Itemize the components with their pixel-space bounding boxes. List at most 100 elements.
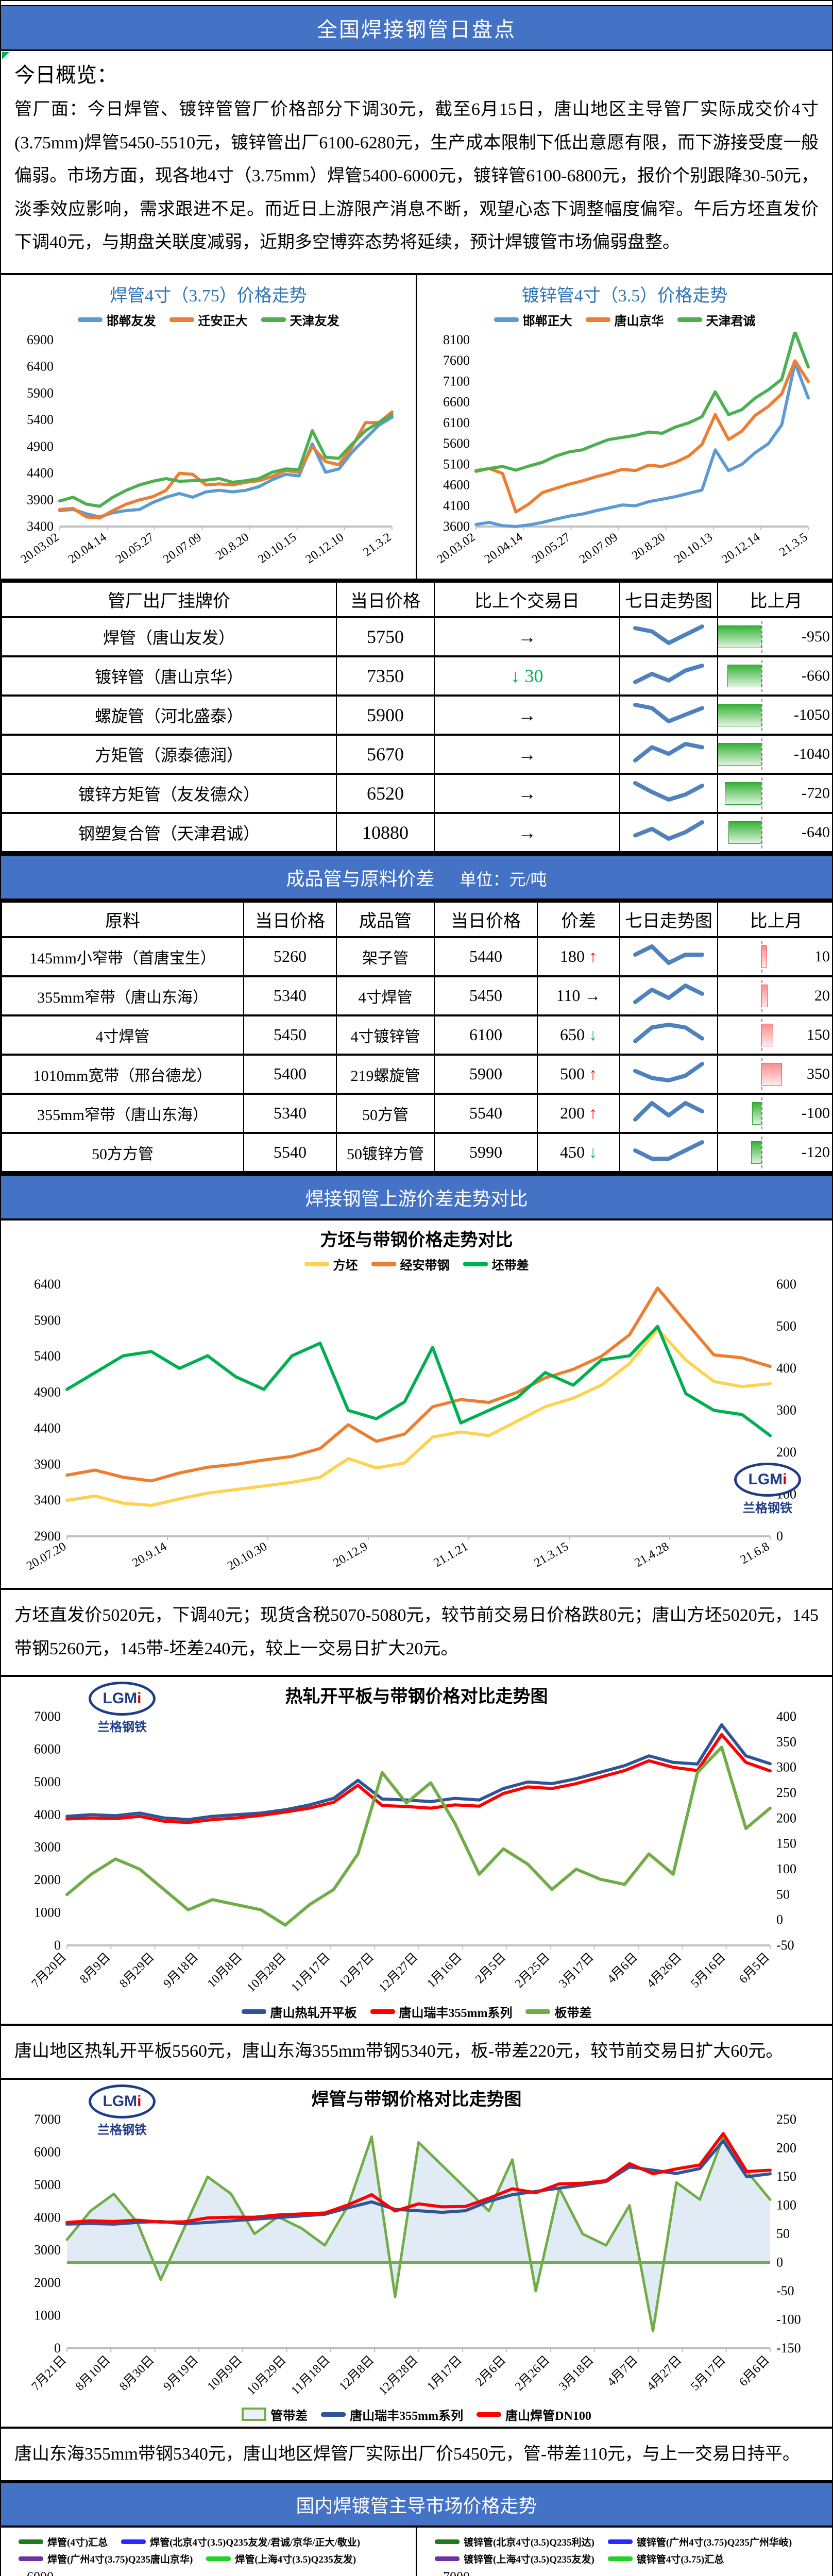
top-strip [1, 1, 832, 5]
product-name: 镀锌管（唐山京华） [1, 655, 337, 697]
zero-axis [761, 659, 763, 692]
hr_sheet_strip-svg: 0 1000 2000 3000 4000 5000 6000 7000 -50 0 50 100 15… [29, 1709, 796, 1995]
svg-text:4月6日: 4月6日 [605, 1951, 640, 1986]
hrsheet-section: 热轧开平板与带钢价格对比走势图 LGM i 兰格钢铁 0 1000 2000 3000 40… [1, 1677, 832, 2026]
legend-label: 迁安正大 [198, 314, 248, 328]
raw-price: 5540 [243, 1131, 337, 1173]
month-diff-bar [719, 625, 762, 648]
overview-heading: 今日概览： [14, 63, 117, 87]
svg-text:1000: 1000 [34, 2308, 61, 2323]
raw-price: 5260 [243, 936, 337, 977]
column-header: 七日走势图 [619, 580, 718, 618]
product-name: 焊管（唐山友发） [1, 616, 337, 657]
svg-text:7000: 7000 [34, 1709, 61, 1724]
billet-strip-chart: LGM i 兰格钢铁 2900 3400 3900 4400 4900 5400 5900 640… [1, 1276, 832, 1588]
legend-item: 焊管(上海4寸(3.5)Q235友发) [206, 2552, 356, 2566]
product-price: 5900 [434, 1053, 538, 1095]
current-price: 7350 [336, 655, 435, 697]
svg-text:0: 0 [776, 1529, 783, 1544]
month-diff-bar [761, 984, 768, 1007]
price-diff: 180 ↑ [537, 936, 620, 977]
svg-text:11月17日: 11月17日 [288, 1951, 333, 1995]
day-change: → [434, 811, 620, 853]
svg-text:300: 300 [776, 1402, 796, 1417]
raw-price: 5340 [243, 1092, 337, 1134]
svg-text:8月29日: 8月29日 [117, 1951, 157, 1991]
legend-swatch [121, 2539, 146, 2545]
product-name: 50方管 [336, 1092, 435, 1134]
month-diff-value: 150 [807, 1026, 830, 1043]
month-cell: 150 [717, 1014, 833, 1056]
city-galv-legend: 镀锌管(北京4寸(3.5)Q235利达) 镀锌管(广州4寸(3.75)Q235广州… [419, 2532, 830, 2569]
svg-text:-50: -50 [776, 2283, 794, 2298]
legend-item: 焊管(北京4寸(3.5)Q235友发/君诚/京华/正大/敬业) [121, 2535, 360, 2549]
cell-marker [2, 52, 9, 59]
svg-text:200: 200 [776, 1810, 796, 1825]
product-name: 架子管 [336, 936, 435, 977]
svg-text:100: 100 [776, 1861, 796, 1876]
svg-text:2月6日: 2月6日 [473, 2353, 508, 2389]
svg-text:3900: 3900 [34, 1456, 61, 1471]
weld-pipe-trend-panel: 焊管4寸（3.75）价格走势 邯郸友发 迁安正大 天津友发 3400 3900 4400… [1, 275, 416, 579]
legend-item: 镀锌管(广州4寸(3.75)Q235广州华岐) [607, 2535, 792, 2549]
diff-value: 450 [560, 1143, 589, 1162]
month-cell: 20 [717, 975, 833, 1016]
spread-band: 成品管与原料价差 单位：元/吨 [1, 855, 832, 901]
product-name: 镀锌方矩管（友发德众） [1, 772, 337, 814]
weld4-svg: 3400 3900 4400 4900 5400 5900 6400 6900 20.03.02… [19, 332, 394, 566]
seven-day-sparkline [633, 944, 704, 965]
month-diff-value: 350 [807, 1065, 830, 1082]
svg-text:20.12.9: 20.12.9 [331, 1540, 370, 1570]
svg-text:-50: -50 [776, 1938, 794, 1953]
city-weld-panel: 焊管(4寸)汇总 焊管(北京4寸(3.5)Q235友发/君诚/京华/正大/敬业) 焊… [1, 2528, 416, 2576]
legend-swatch [261, 317, 286, 322]
pipe_strip-svg: 01000200030004000500060007000-150-100-50… [29, 2112, 801, 2398]
diff-arrow: → [584, 986, 601, 1005]
month-diff-bar [728, 821, 762, 844]
seven-day-sparkline [633, 781, 704, 802]
spark-cell [619, 975, 718, 1016]
svg-text:10月9日: 10月9日 [205, 2353, 245, 2394]
svg-text:6月5日: 6月5日 [737, 1951, 772, 1986]
legend-swatch [525, 2009, 551, 2014]
svg-text:20.9.14: 20.9.14 [130, 1540, 169, 1570]
svg-text:0: 0 [54, 1938, 61, 1953]
svg-text:7月20日: 7月20日 [29, 1951, 69, 1991]
svg-text:21.3.5: 21.3.5 [777, 531, 810, 560]
pipestrip-chart: LGM i 兰格钢铁 0 1000 2000 3000 4000 5000 6000 7000 -1… [1, 2084, 832, 2402]
svg-text:3400: 3400 [34, 1493, 61, 1507]
zero-axis [761, 738, 763, 770]
diff-value: 110 [556, 986, 585, 1005]
svg-text:11月18日: 11月18日 [288, 2353, 333, 2398]
price-diff: 500 ↑ [537, 1053, 620, 1095]
svg-text:5900: 5900 [27, 385, 54, 400]
month-diff-cell: -120 [720, 1136, 832, 1168]
svg-text:4000: 4000 [34, 1807, 61, 1822]
month-diff-cell: 20 [720, 979, 832, 1012]
legend-item: 唐山瑞丰355mm系列 [370, 2003, 512, 2021]
seven-day-sparkline [633, 741, 704, 762]
month-cell: -720 [717, 772, 833, 814]
current-price: 5900 [336, 694, 435, 736]
raw-material: 355mm窄带（唐山东海） [1, 975, 244, 1016]
legend-swatch [19, 2556, 43, 2562]
svg-text:9月19日: 9月19日 [161, 2353, 201, 2394]
table-row: 145mm小窄带（首唐宝生） 5260 架子管 5440 180 ↑ 10 [1, 936, 833, 977]
table-row: 355mm窄带（唐山东海） 5340 50方管 5540 200 ↑ -100 [1, 1092, 833, 1134]
svg-text:20.05.27: 20.05.27 [530, 531, 573, 566]
svg-text:12月28日: 12月28日 [376, 2353, 420, 2398]
svg-text:3000: 3000 [34, 2242, 61, 2257]
svg-text:12月7日: 12月7日 [337, 1951, 377, 1991]
legend-swatch [370, 2009, 395, 2014]
price-diff: 650 ↓ [537, 1014, 620, 1056]
legend-item: 唐山焊管DN100 [477, 2405, 591, 2424]
svg-text:0: 0 [776, 2255, 783, 2269]
product-price: 5440 [434, 936, 538, 977]
legend-item: 唐山京华 [585, 311, 664, 329]
column-header: 当日价格 [434, 900, 538, 938]
svg-text:5400: 5400 [34, 1349, 61, 1364]
product-price: 5990 [434, 1131, 538, 1173]
legend-item: 天津君诚 [677, 311, 756, 329]
diff-arrow: ↓ [589, 1143, 597, 1162]
